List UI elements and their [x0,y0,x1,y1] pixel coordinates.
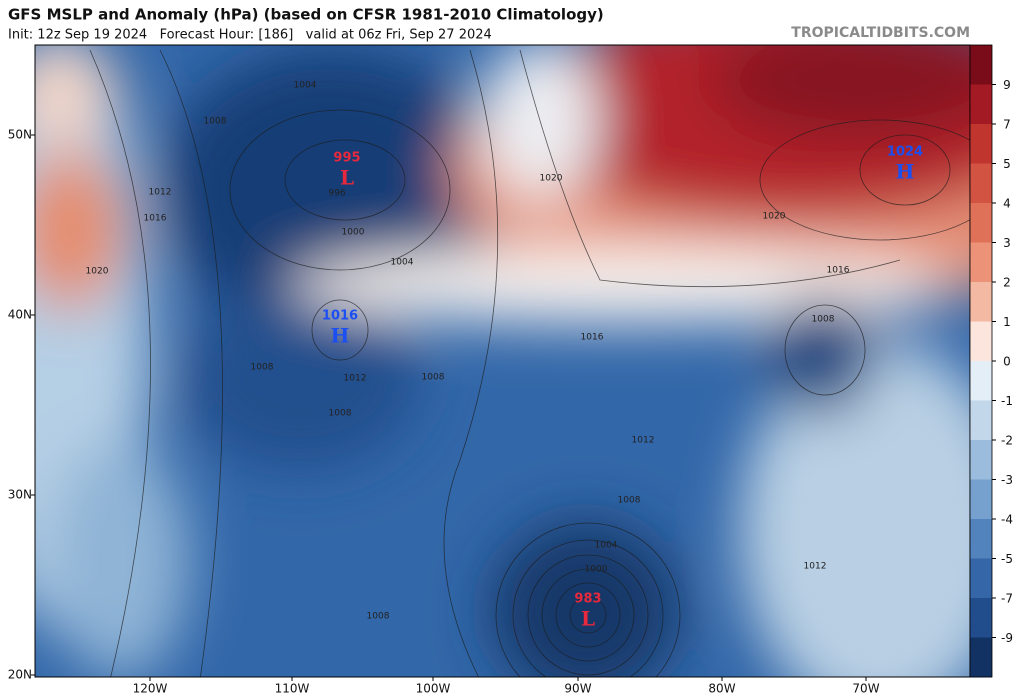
colorbar-label: -1 [1001,394,1013,408]
isobar-label: 1000 [342,228,365,238]
colorbar-label: 1 [1003,315,1011,329]
isobar-label: 1016 [581,333,604,343]
colorbar-label: 9 [1003,78,1011,92]
colorbar-swatch [970,203,992,243]
colorbar-swatch [970,84,992,125]
colorbar-label: 5 [1003,157,1011,171]
isobar-label: 1020 [763,212,786,222]
colorbar-swatch [970,598,992,638]
colorbar-swatch [970,440,992,480]
isobar-label: 1008 [204,117,227,127]
colorbar-swatch [970,558,992,599]
colorbar-label: 3 [1003,236,1011,250]
isobar-label: 1004 [391,258,414,268]
isobar-label: 1012 [804,562,827,572]
longitude-label: 90W [564,682,591,696]
pressure-letter: L [581,607,595,631]
longitude-label: 70W [852,682,879,696]
pressure-letter: H [896,160,915,184]
credit: TROPICALTIDBITS.COM [791,25,970,41]
isobar-label: 1000 [585,565,608,575]
colorbar-swatch [970,519,992,559]
pressure-letter: H [331,324,350,348]
isobar-label: 1016 [144,214,167,224]
isobar-label: 1012 [632,436,655,446]
isobar-label: 996 [328,189,345,199]
longitude-label: 100W [416,682,451,696]
colorbar-label: -5 [1001,552,1013,566]
isobar-label: 1008 [422,373,445,383]
isobar-label: 1020 [86,267,109,277]
colorbar-label: 0 [1003,355,1011,369]
longitude-label: 110W [275,682,310,696]
isobar-label: 1016 [827,266,850,276]
latitude-label: 50N [8,128,32,142]
title: GFS MSLP and Anomaly (hPa) (based on CFS… [8,6,604,24]
pressure-value: 1024 [887,145,923,160]
colorbar-label: 4 [1003,197,1011,211]
latitude-label: 40N [8,308,32,322]
isobar-label: 1004 [294,81,317,91]
colorbar-label: -7 [1001,592,1013,606]
isobar-label: 1008 [329,409,352,419]
longitude-label: 120W [133,682,168,696]
isobar-label: 1008 [367,612,390,622]
pressure-value: 995 [333,151,360,166]
colorbar-label: 2 [1003,276,1011,290]
colorbar-label: -2 [1001,434,1013,448]
pressure-value: 983 [574,592,601,607]
colorbar-swatch [970,321,992,362]
pressure-value: 1016 [322,309,358,324]
colorbar-swatch [970,45,992,85]
isobar-label: 1012 [344,374,367,384]
colorbar-swatch [970,361,992,401]
colorbar: 9 7 5 4 3 2 1 0 -1 -2 -3 -4 -5 -7 -9 [969,44,1013,678]
colorbar-label: -9 [1001,631,1013,645]
colorbar-swatch [970,282,992,322]
colorbar-label: -4 [1001,513,1013,527]
pressure-letter: L [340,166,354,190]
isobar-label: 1008 [618,496,641,506]
isobar-label: 1020 [540,174,563,184]
colorbar-swatch [970,400,992,441]
colorbar-swatch [970,124,992,164]
latitude-label: 20N [8,668,32,682]
colorbar-label: -3 [1001,473,1013,487]
colorbar-label: 7 [1003,118,1011,132]
colorbar-swatch [970,479,992,520]
isobar-label: 1012 [149,188,172,198]
subtitle: Init: 12z Sep 19 2024 Forecast Hour: [18… [8,28,492,43]
isobar-label: 1004 [595,541,618,551]
colorbar-swatch [970,163,992,204]
isobar-label: 1008 [812,315,835,325]
latitude-label: 30N [8,488,32,502]
longitude-label: 80W [708,682,735,696]
isobar-label: 1008 [251,363,274,373]
colorbar-swatch [970,242,992,283]
isobars [89,49,970,677]
colorbar-swatch [970,637,992,678]
